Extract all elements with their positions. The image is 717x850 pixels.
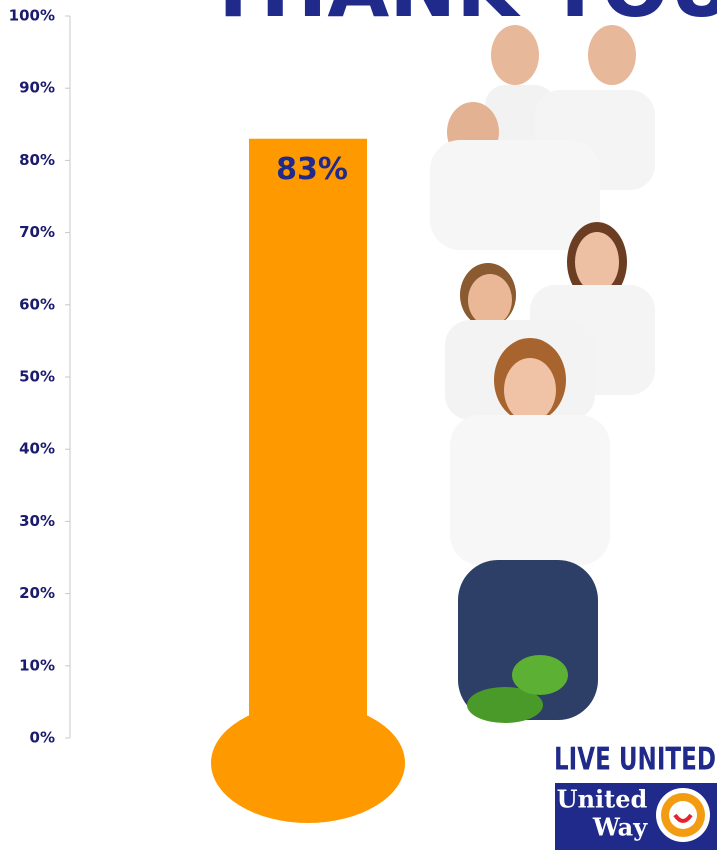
logo-name: United xyxy=(557,785,648,814)
y-tick-label: 40% xyxy=(19,440,55,458)
logo-tagline: LIVE UNITED xyxy=(554,742,716,778)
y-tick-label: 100% xyxy=(9,7,55,25)
y-tick-label: 80% xyxy=(19,151,55,169)
value-label: 83% xyxy=(276,152,348,187)
logo-name: Way xyxy=(592,813,648,842)
y-tick-label: 70% xyxy=(19,223,55,241)
plot: 0% 10% 20% 30% 40% 50% 60% 70% 80% 90% 100% 83% xyxy=(9,7,405,824)
chart-title: THANK YOU xyxy=(206,0,717,35)
y-tick-label: 50% xyxy=(19,368,55,386)
y-tick-label: 90% xyxy=(19,79,55,97)
y-tick-label: 0% xyxy=(30,729,55,747)
logo: LIVE UNITED United Way xyxy=(554,742,717,850)
y-tick-label: 60% xyxy=(19,295,55,313)
y-tick-label: 20% xyxy=(19,584,55,602)
bar xyxy=(249,139,367,763)
y-tick-label: 30% xyxy=(19,512,55,530)
y-tick-label: 10% xyxy=(19,656,55,674)
chart: THANK YOU 0% 10% 20% 30% 40% 50% 60% 70% 80% 90% 1… xyxy=(0,0,717,850)
photo xyxy=(430,25,655,723)
